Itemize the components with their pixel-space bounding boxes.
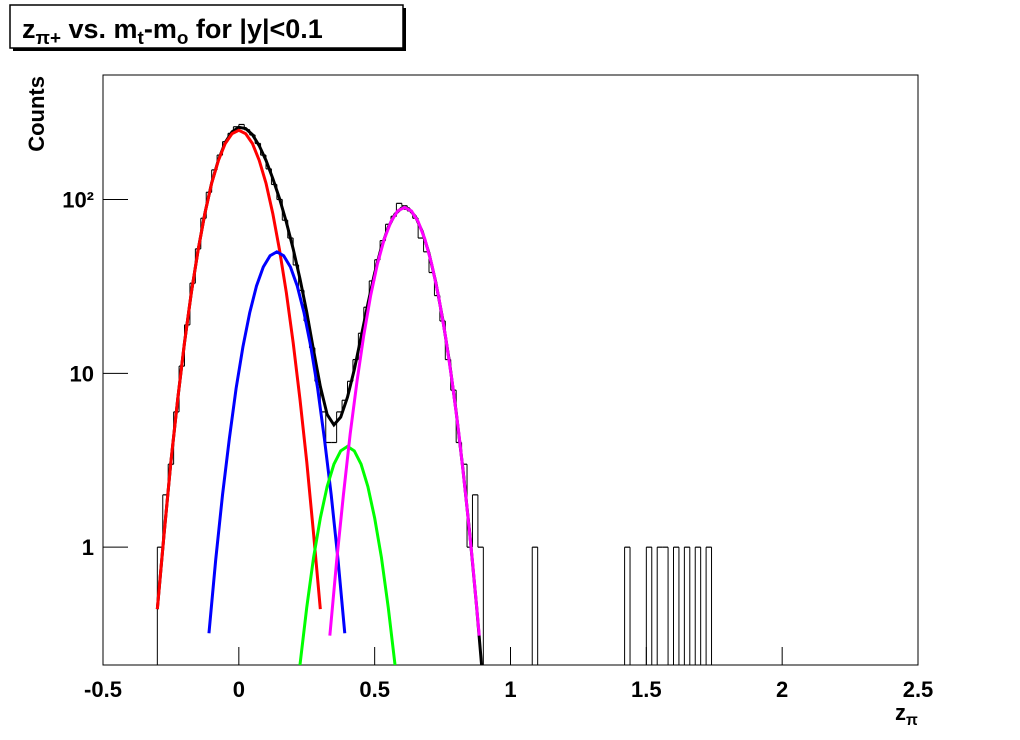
x-tick-label: 1 <box>504 677 516 702</box>
x-tick-label: -0.5 <box>84 677 122 702</box>
x-axis-label: zπ <box>895 700 918 729</box>
x-tick-label: 1.5 <box>631 677 662 702</box>
fit-curve <box>155 128 322 610</box>
chart-title: zπ+ vs. mt-mo for |y|<0.1 <box>22 14 323 49</box>
x-tick-label: 0 <box>233 677 245 702</box>
x-axis-label-part: z <box>895 700 906 725</box>
y-tick-label: 10 <box>70 361 94 386</box>
chart-title-part: -m <box>144 14 177 44</box>
chart-title-part: t <box>138 28 145 49</box>
plot-area <box>155 123 713 665</box>
x-tick-label: 2 <box>776 677 788 702</box>
x-tick-label: 2.5 <box>903 677 934 702</box>
x-axis-label-part: π <box>906 712 918 729</box>
chart-title-part: o <box>177 28 189 49</box>
x-tick-label: 0.5 <box>359 677 390 702</box>
chart-title-part: π+ <box>36 28 62 49</box>
y-axis-label: Counts <box>24 76 49 152</box>
fit-curve <box>207 250 347 634</box>
chart-title-part: z <box>22 14 36 44</box>
chart-title-part: for |y|<0.1 <box>188 14 322 44</box>
fit-curve <box>328 205 481 636</box>
title-box <box>9 4 404 49</box>
chart-title-part: vs. m <box>61 14 138 44</box>
y-tick-label: 10² <box>62 187 94 212</box>
y-tick-label: 1 <box>82 535 94 560</box>
